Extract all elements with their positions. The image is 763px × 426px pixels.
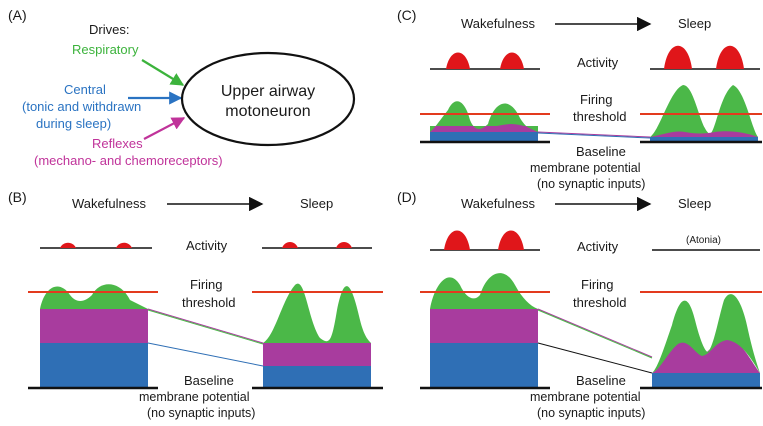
panel-c-membrane-label: membrane potential <box>530 161 640 175</box>
panel-c-wakefulness-label: Wakefulness <box>461 16 535 31</box>
panel-b-sleep-central-layer <box>263 366 371 387</box>
panel-c-letter: (C) <box>397 7 416 23</box>
panel-b-sleep-activity-burst-2 <box>336 242 352 248</box>
panel-b-wake-reflex-layer <box>40 309 148 343</box>
panel-c-threshold-label: threshold <box>573 109 626 124</box>
panel-d-wake-reflex-layer <box>430 309 538 343</box>
respiratory-arrow <box>141 59 185 86</box>
panel-d-wakefulness-label: Wakefulness <box>461 196 535 211</box>
panel-d-wake-central-layer <box>430 343 538 387</box>
motoneuron-label-2: motoneuron <box>225 103 310 120</box>
drives-label: Drives: <box>89 22 129 37</box>
panel-c-sleep-central-layer <box>650 137 758 141</box>
panel-d-reflex-connector <box>537 308 653 358</box>
panel-b-central-connector <box>147 342 264 367</box>
panel-b-firing-label: Firing <box>190 277 223 292</box>
panel-d-wake-activity-burst-1 <box>444 230 470 250</box>
panel-c-no-inputs-label: (no synaptic inputs) <box>537 177 645 191</box>
panel-d-central-connector <box>537 342 653 374</box>
panel-c-wake-activity-burst-2 <box>500 52 524 69</box>
panel-b-wake-activity-burst-1 <box>60 242 76 248</box>
reflexes-drive-detail: (mechano- and chemoreceptors) <box>34 153 223 168</box>
panel-b-wake-central-layer <box>40 343 148 387</box>
panel-d-activity-label: Activity <box>577 239 619 254</box>
panel-c-wake-reflex-bump <box>430 124 538 132</box>
panel-c-reflex-connector <box>537 131 651 138</box>
panel-d-no-inputs-label: (no synaptic inputs) <box>537 406 645 420</box>
panel-c: (C) Wakefulness Sleep Activity Firing th… <box>397 7 762 191</box>
panel-c-wake-activity-burst-1 <box>446 52 470 69</box>
panel-c-sleep-reflex-layer <box>650 131 758 137</box>
central-drive-detail-1: (tonic and withdrawn <box>22 99 141 114</box>
panel-d-baseline-label: Baseline <box>576 373 626 388</box>
panel-b-wake-respiratory-oscillation <box>40 284 148 309</box>
panel-b-sleep-label: Sleep <box>300 196 333 211</box>
panel-c-sleep-respiratory-oscillation <box>650 85 758 137</box>
panel-d-sleep-central-layer <box>652 373 760 387</box>
panel-d-threshold-label: threshold <box>573 295 626 310</box>
panel-d-membrane-label: membrane potential <box>530 390 640 404</box>
panel-d-atonia-label: (Atonia) <box>686 235 721 246</box>
panel-d-sleep-reflex-layer <box>652 338 760 373</box>
panel-d-letter: (D) <box>397 189 416 205</box>
panel-d: (D) Wakefulness Sleep Activity (Atonia) … <box>397 189 762 420</box>
panel-d-sleep-label: Sleep <box>678 196 711 211</box>
panel-d-firing-label: Firing <box>581 277 614 292</box>
panel-d-resp-connector <box>537 309 653 359</box>
reflexes-drive-label: Reflexes <box>92 136 143 151</box>
panel-b-wake-activity-burst-2 <box>116 242 132 248</box>
panel-b-letter: (B) <box>8 189 27 205</box>
panel-c-activity-label: Activity <box>577 55 619 70</box>
panel-b-wakefulness-label: Wakefulness <box>72 196 146 211</box>
panel-b-activity-label: Activity <box>186 238 228 253</box>
motoneuron-label-1: Upper airway <box>221 83 315 100</box>
panel-b: (B) Wakefulness Sleep Activity Firing th… <box>8 189 383 420</box>
panel-c-wake-central-layer <box>430 132 538 141</box>
panel-b-membrane-label: membrane potential <box>139 390 249 404</box>
motoneuron-ellipse <box>180 51 356 147</box>
central-drive-label: Central <box>64 82 106 97</box>
panel-b-resp-connector <box>147 309 264 345</box>
panel-c-baseline-label: Baseline <box>576 144 626 159</box>
panel-d-sleep-respiratory-oscillation <box>652 294 760 373</box>
panel-c-firing-label: Firing <box>580 92 613 107</box>
panel-c-sleep-activity-burst-1 <box>664 45 692 69</box>
panel-b-no-inputs-label: (no synaptic inputs) <box>147 406 255 420</box>
panel-c-sleep-activity-burst-2 <box>716 45 744 69</box>
panel-b-reflex-connector <box>147 308 264 344</box>
panel-c-sleep-label: Sleep <box>678 16 711 31</box>
panel-b-baseline-label: Baseline <box>184 373 234 388</box>
panel-c-central-connector <box>537 132 651 139</box>
panel-a: (A) Drives: Respiratory Central (tonic a… <box>8 7 356 168</box>
panel-b-sleep-respiratory-oscillation <box>263 283 371 343</box>
panel-b-sleep-reflex-layer <box>263 343 371 366</box>
panel-b-sleep-activity-burst-1 <box>282 242 298 248</box>
panel-d-wake-activity-burst-2 <box>498 230 524 250</box>
central-drive-detail-2: during sleep) <box>36 116 111 131</box>
respiratory-drive-label: Respiratory <box>72 42 139 57</box>
panel-b-threshold-label: threshold <box>182 295 235 310</box>
panel-a-letter: (A) <box>8 7 27 23</box>
reflexes-arrow <box>143 117 186 140</box>
panel-c-wake-reflex-layer <box>430 126 538 132</box>
